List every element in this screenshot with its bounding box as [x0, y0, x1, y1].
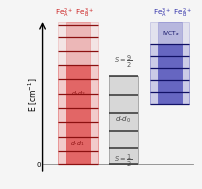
- Bar: [66, 22, 90, 65]
- Bar: [66, 65, 90, 122]
- Bar: [150, 44, 189, 104]
- Bar: [109, 76, 138, 164]
- Text: $d$-$d_1$: $d$-$d_1$: [70, 139, 85, 148]
- Bar: [150, 22, 189, 44]
- Bar: [58, 65, 98, 122]
- Text: Fe$_{\mathrm{A}}^{3+}$ Fe$_{\mathrm{B}}^{2+}$: Fe$_{\mathrm{A}}^{3+}$ Fe$_{\mathrm{B}}^…: [154, 7, 193, 20]
- Bar: [158, 22, 182, 44]
- Bar: [58, 122, 98, 164]
- Bar: [66, 122, 90, 164]
- Text: $S = \dfrac{9}{2}$: $S = \dfrac{9}{2}$: [114, 54, 133, 70]
- Text: E [cm$^{-1}$]: E [cm$^{-1}$]: [26, 77, 40, 112]
- Text: IVCT$_a$: IVCT$_a$: [162, 29, 180, 38]
- Bar: [158, 44, 182, 104]
- Text: $S = \dfrac{1}{2}$: $S = \dfrac{1}{2}$: [114, 153, 133, 169]
- Text: $d$-$d_2$: $d$-$d_2$: [70, 89, 85, 98]
- Bar: [58, 22, 98, 65]
- Text: 0: 0: [36, 162, 41, 168]
- Text: $d$-$d_0$: $d$-$d_0$: [115, 115, 131, 125]
- Text: Fe$_{\mathrm{A}}^{2+}$ Fe$_{\mathrm{B}}^{3+}$: Fe$_{\mathrm{A}}^{2+}$ Fe$_{\mathrm{B}}^…: [55, 7, 94, 20]
